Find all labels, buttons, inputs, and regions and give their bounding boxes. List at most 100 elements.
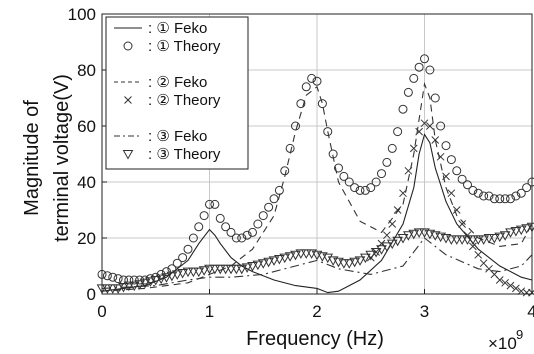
legend: : ① Feko: ① Theory: ② Feko: ② Theory: ③ … [105,16,249,170]
data-point [220,264,231,275]
data-point [188,233,198,243]
x-stroke [495,276,504,284]
data-point [134,280,145,290]
data-point [248,227,257,237]
data-point [398,104,408,114]
series-5 [101,237,533,289]
data-point [474,250,483,259]
data-point [221,222,231,232]
y-tick-label: 60 [77,117,96,136]
x-stroke [512,284,520,293]
x-stroke [469,242,477,251]
data-point [506,194,515,204]
data-point [322,253,334,264]
data-point [392,236,403,247]
x-tick-label: 3 [420,302,429,321]
data-point [472,235,484,245]
data-point [338,259,350,269]
data-point [371,177,381,187]
data-point [458,220,466,228]
x-stroke [506,281,515,290]
data-point [171,270,183,280]
data-point [355,185,365,195]
data-point [528,288,534,297]
data-point [102,271,112,281]
legend-label: : ② Theory [148,92,221,109]
data-point [113,274,123,284]
data-point [102,284,113,294]
data-point [135,275,145,285]
data-point [312,76,322,86]
data-point [124,275,134,285]
data-point [360,185,370,195]
data-point [426,122,434,130]
data-point [252,260,264,271]
x-stroke [490,270,499,279]
data-point [118,283,129,293]
data-point [473,188,483,198]
data-point [214,264,226,275]
series-1 [101,133,533,294]
data-point [515,225,527,236]
x-tick-label: 1 [205,302,214,321]
data-point [247,262,258,272]
data-point [500,194,510,204]
legend-marker [123,41,133,51]
data-point [145,277,156,287]
data-point [112,284,124,294]
x-tick-label: 0 [97,302,106,321]
data-point [462,235,473,245]
data-point [456,235,468,245]
data-point [415,127,423,136]
data-point [409,73,419,83]
x-stroke [474,250,483,259]
x-stroke [436,152,445,161]
data-point [280,166,290,176]
data-point [512,284,520,293]
data-point [479,191,489,201]
data-point [404,166,413,175]
data-point [468,185,478,195]
data-point [365,250,377,261]
data-point [258,211,268,221]
legend-item: : ③ Feko [114,128,207,145]
data-point [323,127,333,137]
data-point [317,99,327,109]
x-stroke [399,189,407,198]
data-point [484,191,494,201]
data-point [307,73,317,83]
data-point [420,119,429,128]
data-point [183,244,193,254]
data-point [451,235,463,245]
x-stroke [409,144,418,153]
data-point [393,127,403,137]
x-stroke [458,220,466,228]
x-stroke [404,166,413,175]
x-stroke [415,127,423,136]
x-stroke [447,189,456,198]
data-point [155,274,167,285]
x-stroke [501,278,509,287]
data-point [237,233,247,243]
data-point [162,267,171,277]
data-point [495,276,504,284]
x-exponent-power: 9 [516,327,523,342]
legend-item: : ① Feko [114,20,207,37]
data-point [522,183,532,193]
data-point [339,171,349,181]
data-point [349,257,360,268]
legend-label: : ① Feko [148,20,207,37]
data-point [344,177,354,187]
series-layer [96,54,534,297]
data-point [269,194,279,204]
data-point [301,82,311,92]
data-point [414,62,424,72]
data-point [139,278,151,289]
data-point [182,267,194,278]
data-point [386,239,398,250]
data-point [387,143,397,153]
x-stroke [522,288,531,297]
series-3 [101,81,533,292]
data-point [478,235,489,245]
data-point [431,136,440,144]
